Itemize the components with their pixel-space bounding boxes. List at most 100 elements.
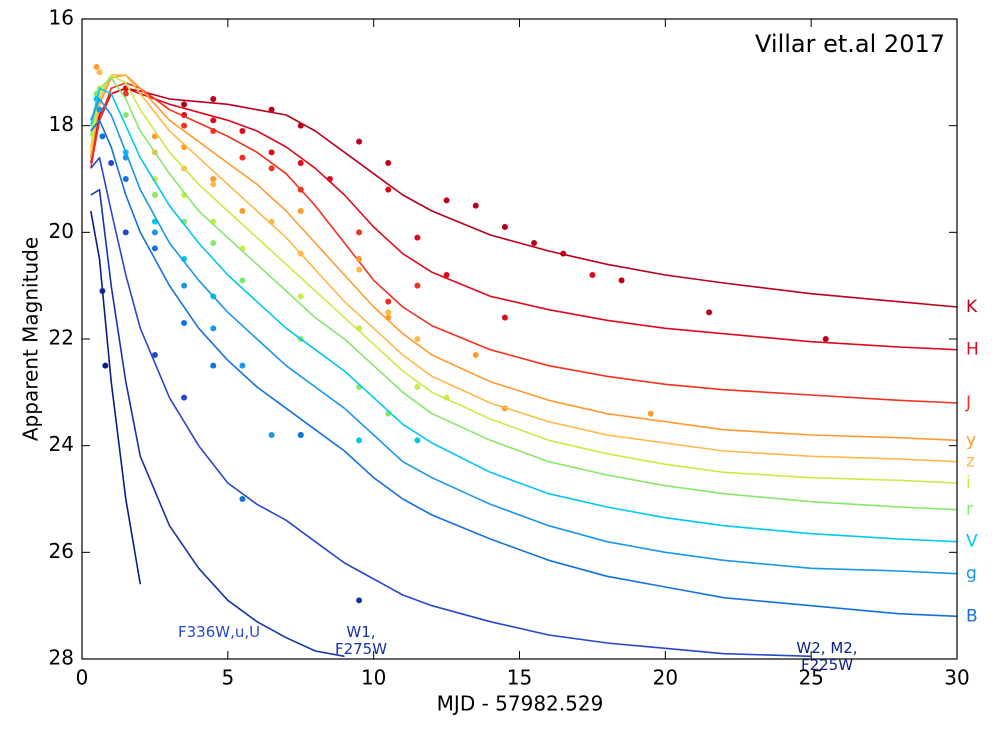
observation — [151, 229, 158, 236]
model-curve — [90, 74, 957, 463]
x-tick-label: 10 — [361, 666, 386, 690]
observation — [181, 282, 188, 289]
plot — [90, 64, 957, 658]
observation — [181, 394, 188, 401]
observation — [647, 410, 654, 417]
observation — [356, 256, 363, 262]
observation — [122, 154, 129, 161]
observation — [297, 432, 304, 438]
observation — [297, 186, 304, 193]
y-tick-label: 24 — [49, 432, 74, 456]
band-label: H — [966, 340, 979, 360]
observation — [356, 266, 363, 273]
observation — [268, 432, 275, 438]
annotation: Villar et.al 2017 — [755, 30, 945, 58]
observation — [122, 90, 129, 97]
observation — [385, 314, 392, 321]
observation — [385, 298, 392, 305]
model-curve — [90, 210, 142, 585]
band-label: B — [966, 606, 978, 626]
observation — [589, 272, 596, 278]
band-label: y — [966, 430, 976, 450]
band-label: z — [966, 452, 975, 472]
observation — [531, 240, 538, 246]
model-curve — [90, 98, 957, 575]
x-tick-label: 0 — [76, 666, 89, 690]
observation — [443, 272, 450, 278]
x-axis-label: MJD - 57982.529 — [437, 692, 604, 716]
band-label: i — [966, 473, 971, 493]
model-curve — [90, 74, 957, 442]
observation — [297, 122, 304, 129]
observation — [239, 362, 246, 369]
observation — [414, 282, 421, 289]
observation — [239, 128, 246, 134]
observation — [239, 208, 246, 214]
y-tick-label: 28 — [49, 646, 74, 670]
observation — [356, 138, 363, 145]
observation — [414, 384, 421, 390]
observation — [297, 250, 304, 257]
band-label: W1, F275W — [334, 623, 388, 658]
observation — [706, 309, 713, 316]
observation — [385, 309, 392, 316]
observation — [822, 336, 829, 342]
observation — [443, 394, 450, 401]
band-label: K — [966, 297, 978, 317]
observation — [181, 101, 188, 108]
observation — [268, 218, 275, 225]
observation — [501, 314, 508, 321]
observation — [297, 160, 304, 166]
band-label: J — [965, 393, 971, 413]
observation — [356, 437, 363, 444]
y-tick-label: 18 — [49, 112, 74, 136]
x-tick-label: 30 — [944, 666, 969, 690]
observation — [102, 362, 109, 369]
observation — [96, 69, 103, 76]
observation — [297, 293, 304, 300]
observation — [99, 133, 106, 140]
observation — [151, 133, 158, 140]
observation — [239, 496, 246, 502]
observation — [414, 336, 421, 342]
band-label: V — [966, 532, 978, 552]
observation — [501, 224, 508, 230]
observation — [268, 149, 275, 156]
observation — [268, 106, 275, 113]
observation — [210, 362, 217, 369]
observation — [414, 234, 421, 241]
observation — [239, 277, 246, 284]
x-tick-label: 5 — [221, 666, 234, 690]
band-label: r — [966, 500, 973, 520]
observation — [210, 96, 217, 102]
model-curve — [90, 87, 957, 543]
observation — [96, 106, 103, 113]
band-label: W2, M2, F225W — [796, 639, 858, 674]
y-tick-label: 16 — [49, 6, 74, 30]
observation — [239, 154, 246, 161]
observation — [122, 176, 129, 182]
observation — [151, 245, 158, 252]
model-curve — [90, 87, 957, 308]
observation — [181, 122, 188, 129]
y-tick-label: 26 — [49, 539, 74, 563]
observation — [122, 229, 129, 236]
observation — [210, 117, 217, 124]
band-label: F336W,u,U — [178, 623, 261, 641]
x-tick-label: 15 — [507, 666, 532, 690]
y-tick-label: 22 — [49, 326, 74, 350]
observation — [210, 176, 217, 182]
model-curve — [90, 119, 957, 618]
observation — [297, 208, 304, 214]
observation — [385, 186, 392, 193]
observation — [151, 192, 158, 198]
observation — [210, 325, 217, 332]
model-curve — [90, 76, 957, 511]
observation — [93, 64, 100, 70]
observation — [268, 165, 275, 172]
observation — [472, 202, 479, 209]
y-tick-label: 20 — [49, 219, 74, 243]
model-curve — [90, 156, 812, 658]
